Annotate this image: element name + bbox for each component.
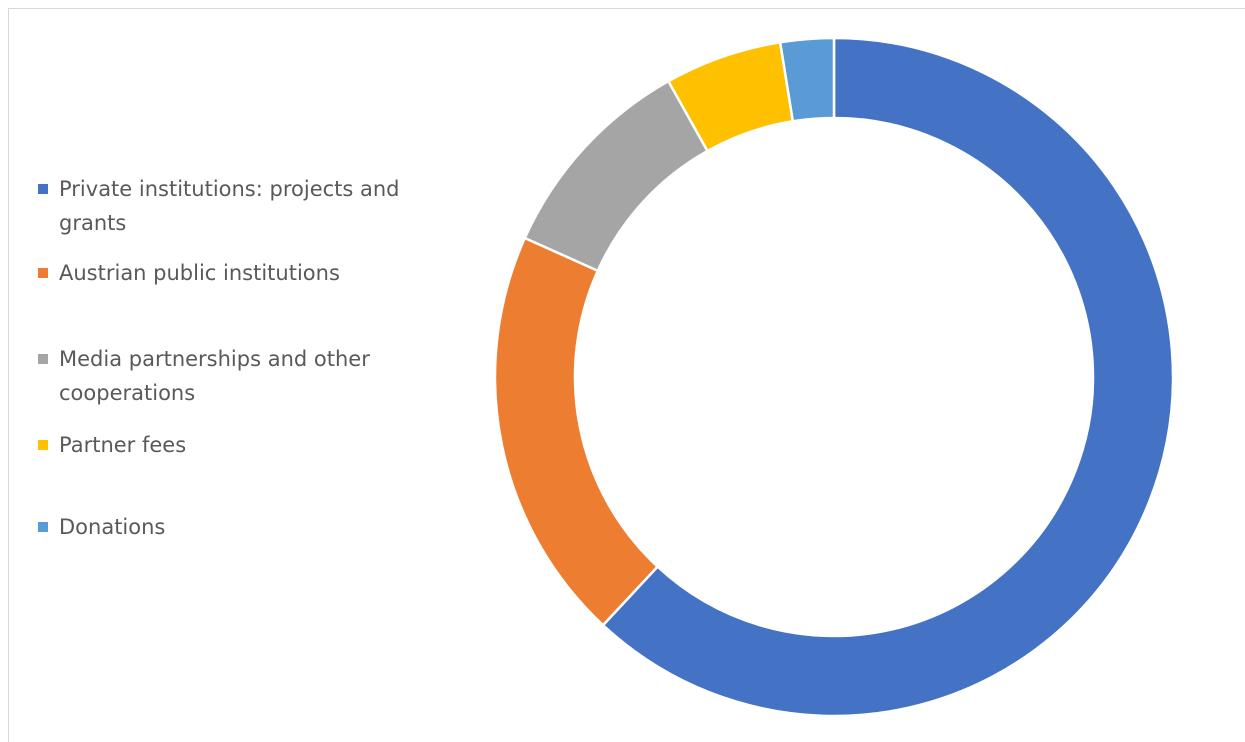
legend-label-donations: Donations — [59, 515, 166, 539]
legend-label-private-institutions: Private institutions: projects and grant… — [59, 177, 400, 235]
legend-swatch-austrian-public-institutions — [38, 268, 48, 278]
legend-label-partner-fees: Partner fees — [59, 433, 187, 457]
legend-label-austrian-public-institutions: Austrian public institutions — [59, 261, 340, 285]
donut-slices — [493, 36, 1175, 718]
legend-swatch-media-partnerships — [38, 354, 48, 364]
legend-item-donations: Donations — [38, 510, 438, 544]
legend-item-media-partnerships: Media partnerships and other cooperation… — [38, 342, 438, 410]
legend-swatch-private-institutions — [38, 184, 48, 194]
donut-slice-austrian-public-institutions — [493, 236, 659, 627]
legend-label-media-partnerships: Media partnerships and other cooperation… — [59, 347, 370, 405]
legend-swatch-donations — [38, 522, 48, 532]
legend-item-partner-fees: Partner fees — [38, 428, 438, 462]
donut-slice-donations — [778, 36, 836, 123]
donut-slice-media-partnerships — [523, 79, 709, 273]
legend-swatch-partner-fees — [38, 440, 48, 450]
legend-item-austrian-public-institutions: Austrian public institutions — [38, 256, 438, 290]
donut-slice-private-institutions — [601, 36, 1175, 718]
legend-item-private-institutions: Private institutions: projects and grant… — [38, 172, 438, 240]
